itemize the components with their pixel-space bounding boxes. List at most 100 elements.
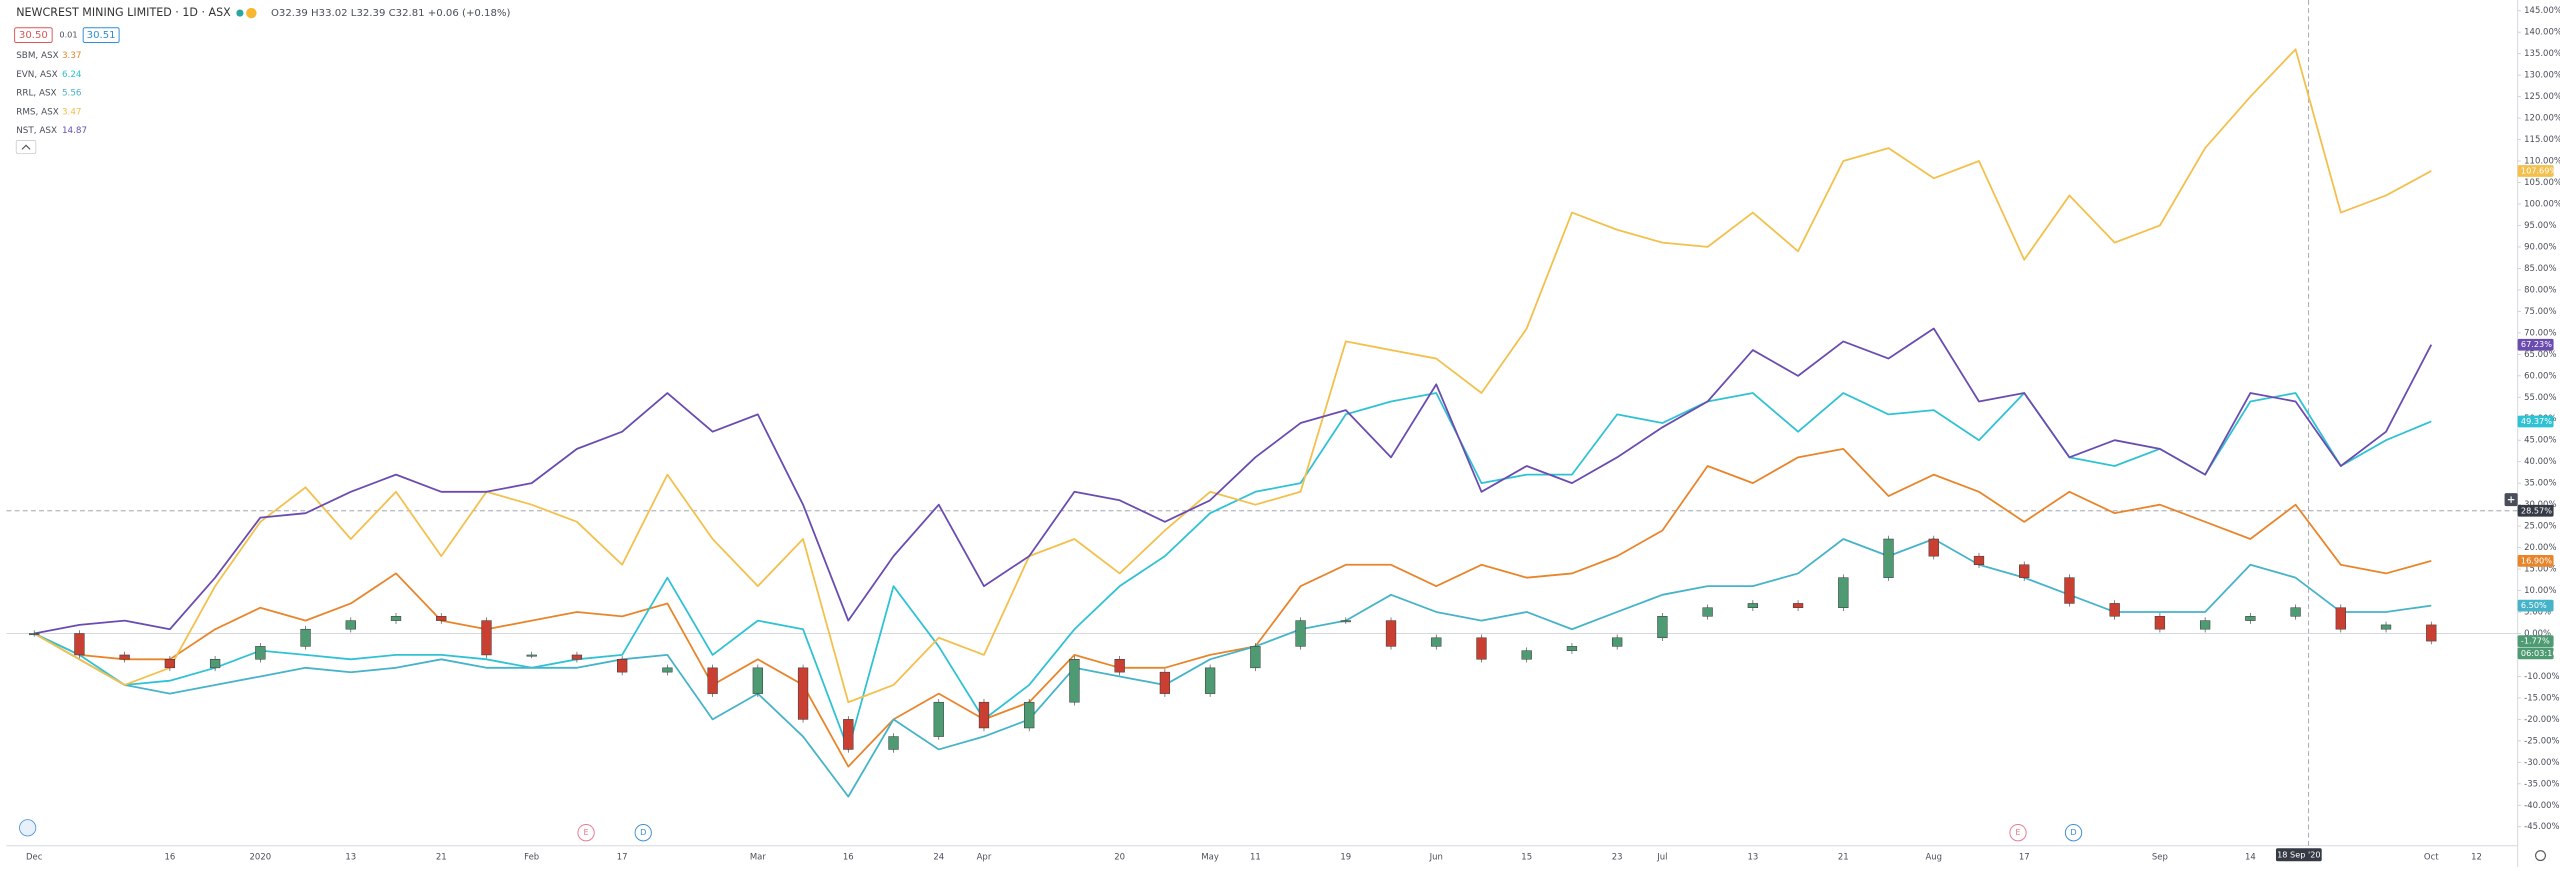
y-tick-label: 55.00% xyxy=(2524,393,2556,403)
candle-body xyxy=(1159,671,1171,694)
x-tick-label: 15 xyxy=(1521,853,1532,863)
event-marker[interactable] xyxy=(2064,824,2083,842)
event-marker[interactable] xyxy=(2009,824,2027,842)
x-tick-label: 21 xyxy=(1838,853,1849,863)
y-tick-label: -40.00% xyxy=(2524,801,2559,811)
status-dot xyxy=(236,9,244,17)
legend-name: EVN, ASX xyxy=(16,70,57,80)
price-badge xyxy=(2517,415,2554,428)
y-tick-label: 105.00% xyxy=(2524,178,2560,188)
price-badge xyxy=(2517,635,2554,647)
collapse-legend[interactable] xyxy=(15,140,37,154)
x-tick-label: 13 xyxy=(1747,853,1758,863)
candle-body xyxy=(707,667,718,694)
x-tick-label: Oct xyxy=(2424,853,2439,863)
candle-body xyxy=(1114,659,1125,673)
event-marker[interactable] xyxy=(634,824,652,842)
legend-price: 6.24 xyxy=(62,70,82,80)
x-tick-label: 11 xyxy=(1250,853,1261,863)
price-badge xyxy=(2517,555,2554,567)
y-tick-label: 130.00% xyxy=(2524,71,2560,81)
candle-body xyxy=(436,616,447,621)
sell-button[interactable] xyxy=(14,27,53,43)
bid[interactable]: 30.50 xyxy=(19,30,48,41)
cloud-button[interactable] xyxy=(19,819,37,837)
event-marker[interactable] xyxy=(577,824,595,842)
settings-button[interactable] xyxy=(2535,850,2546,862)
y-tick-label: 25.00% xyxy=(2524,522,2556,532)
x-tick-label: Apr xyxy=(977,853,992,863)
spread: 0.01 xyxy=(59,30,77,40)
y-tick-label: -30.00% xyxy=(2524,758,2559,768)
candle-body xyxy=(1476,637,1487,660)
candle-body xyxy=(119,654,130,660)
price-badge xyxy=(2517,599,2554,612)
countdown: 06:03:10 xyxy=(2521,648,2558,658)
candle-body xyxy=(255,646,266,660)
candle-body xyxy=(1069,659,1080,703)
x-tick-label: 17 xyxy=(617,853,628,863)
y-tick-label: -15.00% xyxy=(2524,693,2559,703)
y-tick-label: 40.00% xyxy=(2524,457,2556,467)
candle-body xyxy=(1973,555,1985,566)
series-line xyxy=(33,538,2432,798)
price-badge-label: 67.23% xyxy=(2521,339,2552,349)
ask[interactable]: 30.51 xyxy=(87,30,116,41)
y-tick-label: 5.00% xyxy=(2524,608,2551,618)
legend-price: 3.37 xyxy=(62,51,82,61)
y-tick-label: -10.00% xyxy=(2524,672,2559,682)
legend-price: 14.87 xyxy=(62,126,87,136)
candle-body xyxy=(526,654,537,657)
x-tick-label: 20 xyxy=(1114,853,1125,863)
x-tick-label: Aug xyxy=(1925,853,1942,863)
price-badge xyxy=(2517,165,2554,177)
candle-body xyxy=(1747,603,1758,608)
buy-button[interactable] xyxy=(82,27,120,43)
candle-body xyxy=(1204,667,1216,694)
candle-body xyxy=(1883,538,1894,578)
x-tick-label: May xyxy=(1201,853,1219,863)
y-tick-label: 85.00% xyxy=(2524,264,2556,274)
candle-body xyxy=(1295,620,1306,647)
collapse-icon xyxy=(21,144,31,150)
x-tick-label: Mar xyxy=(750,853,767,863)
y-tick-label: 120.00% xyxy=(2524,114,2560,124)
candle-body xyxy=(2109,603,2120,617)
candle-body xyxy=(481,620,492,656)
candle-body xyxy=(617,659,628,673)
add-icon xyxy=(2507,496,2515,503)
x-tick-label: 16 xyxy=(843,853,854,863)
symbol-title[interactable]: NEWCREST MINING LIMITED · 1D · ASX xyxy=(16,6,231,19)
candle-body xyxy=(29,633,40,636)
candle-body xyxy=(209,659,221,669)
y-tick-label: 20.00% xyxy=(2524,543,2556,553)
candle-body xyxy=(843,719,854,750)
crosshair-date-badge xyxy=(2275,848,2322,862)
candle-body xyxy=(74,633,85,656)
candle-body xyxy=(300,628,311,647)
candle-body xyxy=(1431,637,1442,647)
y-tick-label: 65.00% xyxy=(2524,350,2556,360)
x-tick-label: 19 xyxy=(1340,853,1351,863)
legend-price: 5.56 xyxy=(62,89,82,99)
price-badge-label: 16.90% xyxy=(2521,555,2552,565)
candle-body xyxy=(2154,616,2166,630)
y-tick-label: 10.00% xyxy=(2524,586,2556,596)
candle-body xyxy=(2380,624,2392,630)
y-tick-label: 135.00% xyxy=(2524,49,2560,59)
y-tick-label: 90.00% xyxy=(2524,242,2556,252)
candle-body xyxy=(2426,624,2437,642)
candle-body xyxy=(978,701,990,729)
y-tick-label: -45.00% xyxy=(2524,822,2559,832)
x-tick-label: 16 xyxy=(164,853,175,863)
x-tick-label: 13 xyxy=(345,853,356,863)
y-tick-label: 125.00% xyxy=(2524,92,2560,102)
events: E D E D xyxy=(577,824,2083,842)
y-tick-label: 45.00% xyxy=(2524,436,2556,446)
status-dot xyxy=(246,7,257,19)
legend-name: SBM, ASX xyxy=(16,51,58,61)
y-tick-label: 145.00% xyxy=(2524,6,2560,16)
y-tick-label: 140.00% xyxy=(2524,28,2560,38)
